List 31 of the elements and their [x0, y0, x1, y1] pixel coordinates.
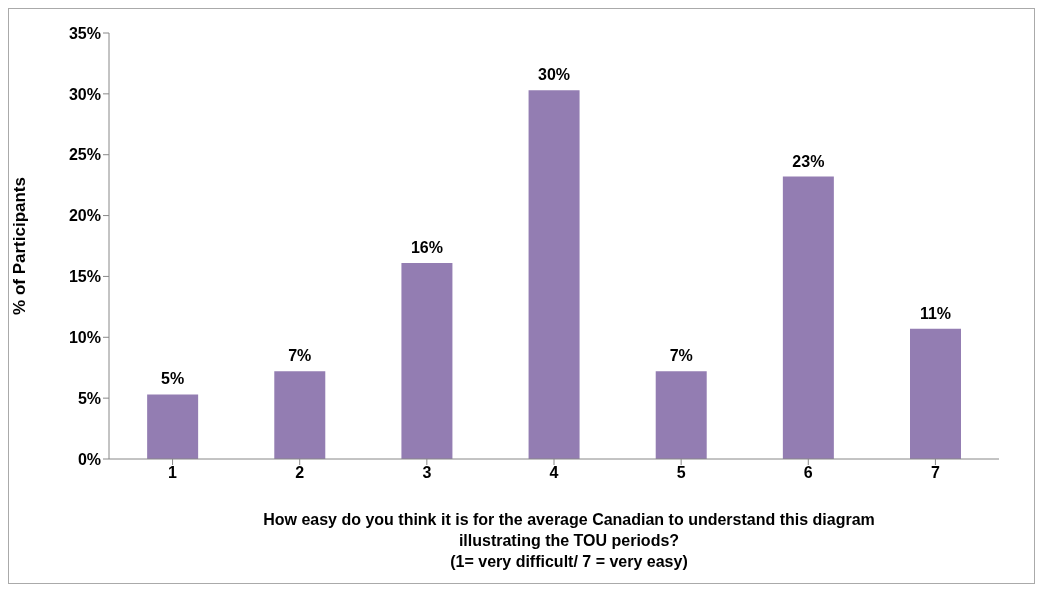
bar: [782, 176, 834, 459]
data-label: 7%: [669, 347, 693, 365]
x-tick-label: 5: [676, 464, 686, 482]
x-axis-title: How easy do you think it is for the average Canadian to understand this diagram illustrating the TOU periods? (1= very difficult/ 7 = very easy): [262, 510, 876, 572]
x-tick-label: 1: [168, 464, 178, 482]
y-axis-title: % of Participants: [10, 177, 30, 315]
y-tick-label: 35%: [68, 24, 101, 42]
y-tick-label: 0%: [77, 450, 101, 468]
data-label: 23%: [792, 152, 825, 170]
x-tick-label: 6: [803, 464, 813, 482]
x-tick-label: 3: [422, 464, 432, 482]
bar: [274, 371, 326, 459]
y-tick-label: 20%: [68, 207, 101, 225]
y-tick-label: 30%: [68, 85, 101, 103]
y-tick-label: 15%: [68, 268, 101, 286]
data-label: 11%: [919, 304, 952, 322]
x-tick-label: 2: [295, 464, 305, 482]
bar: [528, 90, 580, 459]
y-tick-label: 10%: [68, 328, 101, 346]
bar: [401, 263, 453, 459]
x-tick-label: 7: [930, 464, 940, 482]
data-label: 30%: [538, 66, 571, 84]
data-label: 7%: [288, 347, 312, 365]
data-label: 16%: [410, 239, 443, 257]
y-tick-label: 5%: [77, 389, 101, 407]
x-tick-label: 4: [549, 464, 559, 482]
bar: [655, 371, 707, 459]
y-tick-label: 25%: [68, 146, 101, 164]
data-label: 5%: [161, 370, 185, 388]
bar: [147, 394, 199, 459]
bar: [910, 328, 961, 459]
